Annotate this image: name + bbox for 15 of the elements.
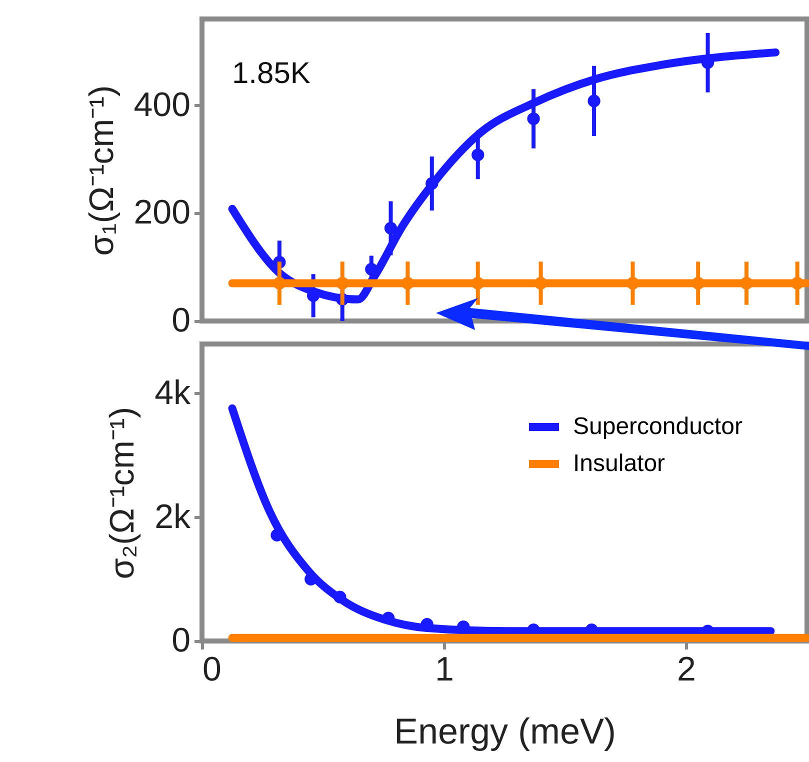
legend-label: Insulator bbox=[573, 450, 666, 477]
y-axis-title: σ₂(Ω⁻¹cm⁻¹) bbox=[104, 406, 142, 580]
y-tick-label: 0 bbox=[172, 302, 190, 340]
x-tick-label: 0 bbox=[202, 650, 222, 688]
annotation: 1.85K bbox=[232, 57, 310, 90]
y-tick-label: 0 bbox=[172, 622, 190, 660]
legend-label: Superconductor bbox=[573, 413, 742, 440]
x-axis-title: Energy (meV) bbox=[394, 710, 616, 752]
y-tick-label: 4k bbox=[154, 374, 192, 412]
y-axis-title: σ₁(Ω⁻¹cm⁻¹) bbox=[82, 85, 121, 256]
x-tick-label: 2 bbox=[677, 650, 696, 688]
y-tick-label: 200 bbox=[134, 194, 190, 232]
y-tick-label: 2k bbox=[154, 498, 192, 536]
x-tick-label: 1 bbox=[435, 650, 454, 688]
y-tick-label: 400 bbox=[134, 86, 190, 124]
